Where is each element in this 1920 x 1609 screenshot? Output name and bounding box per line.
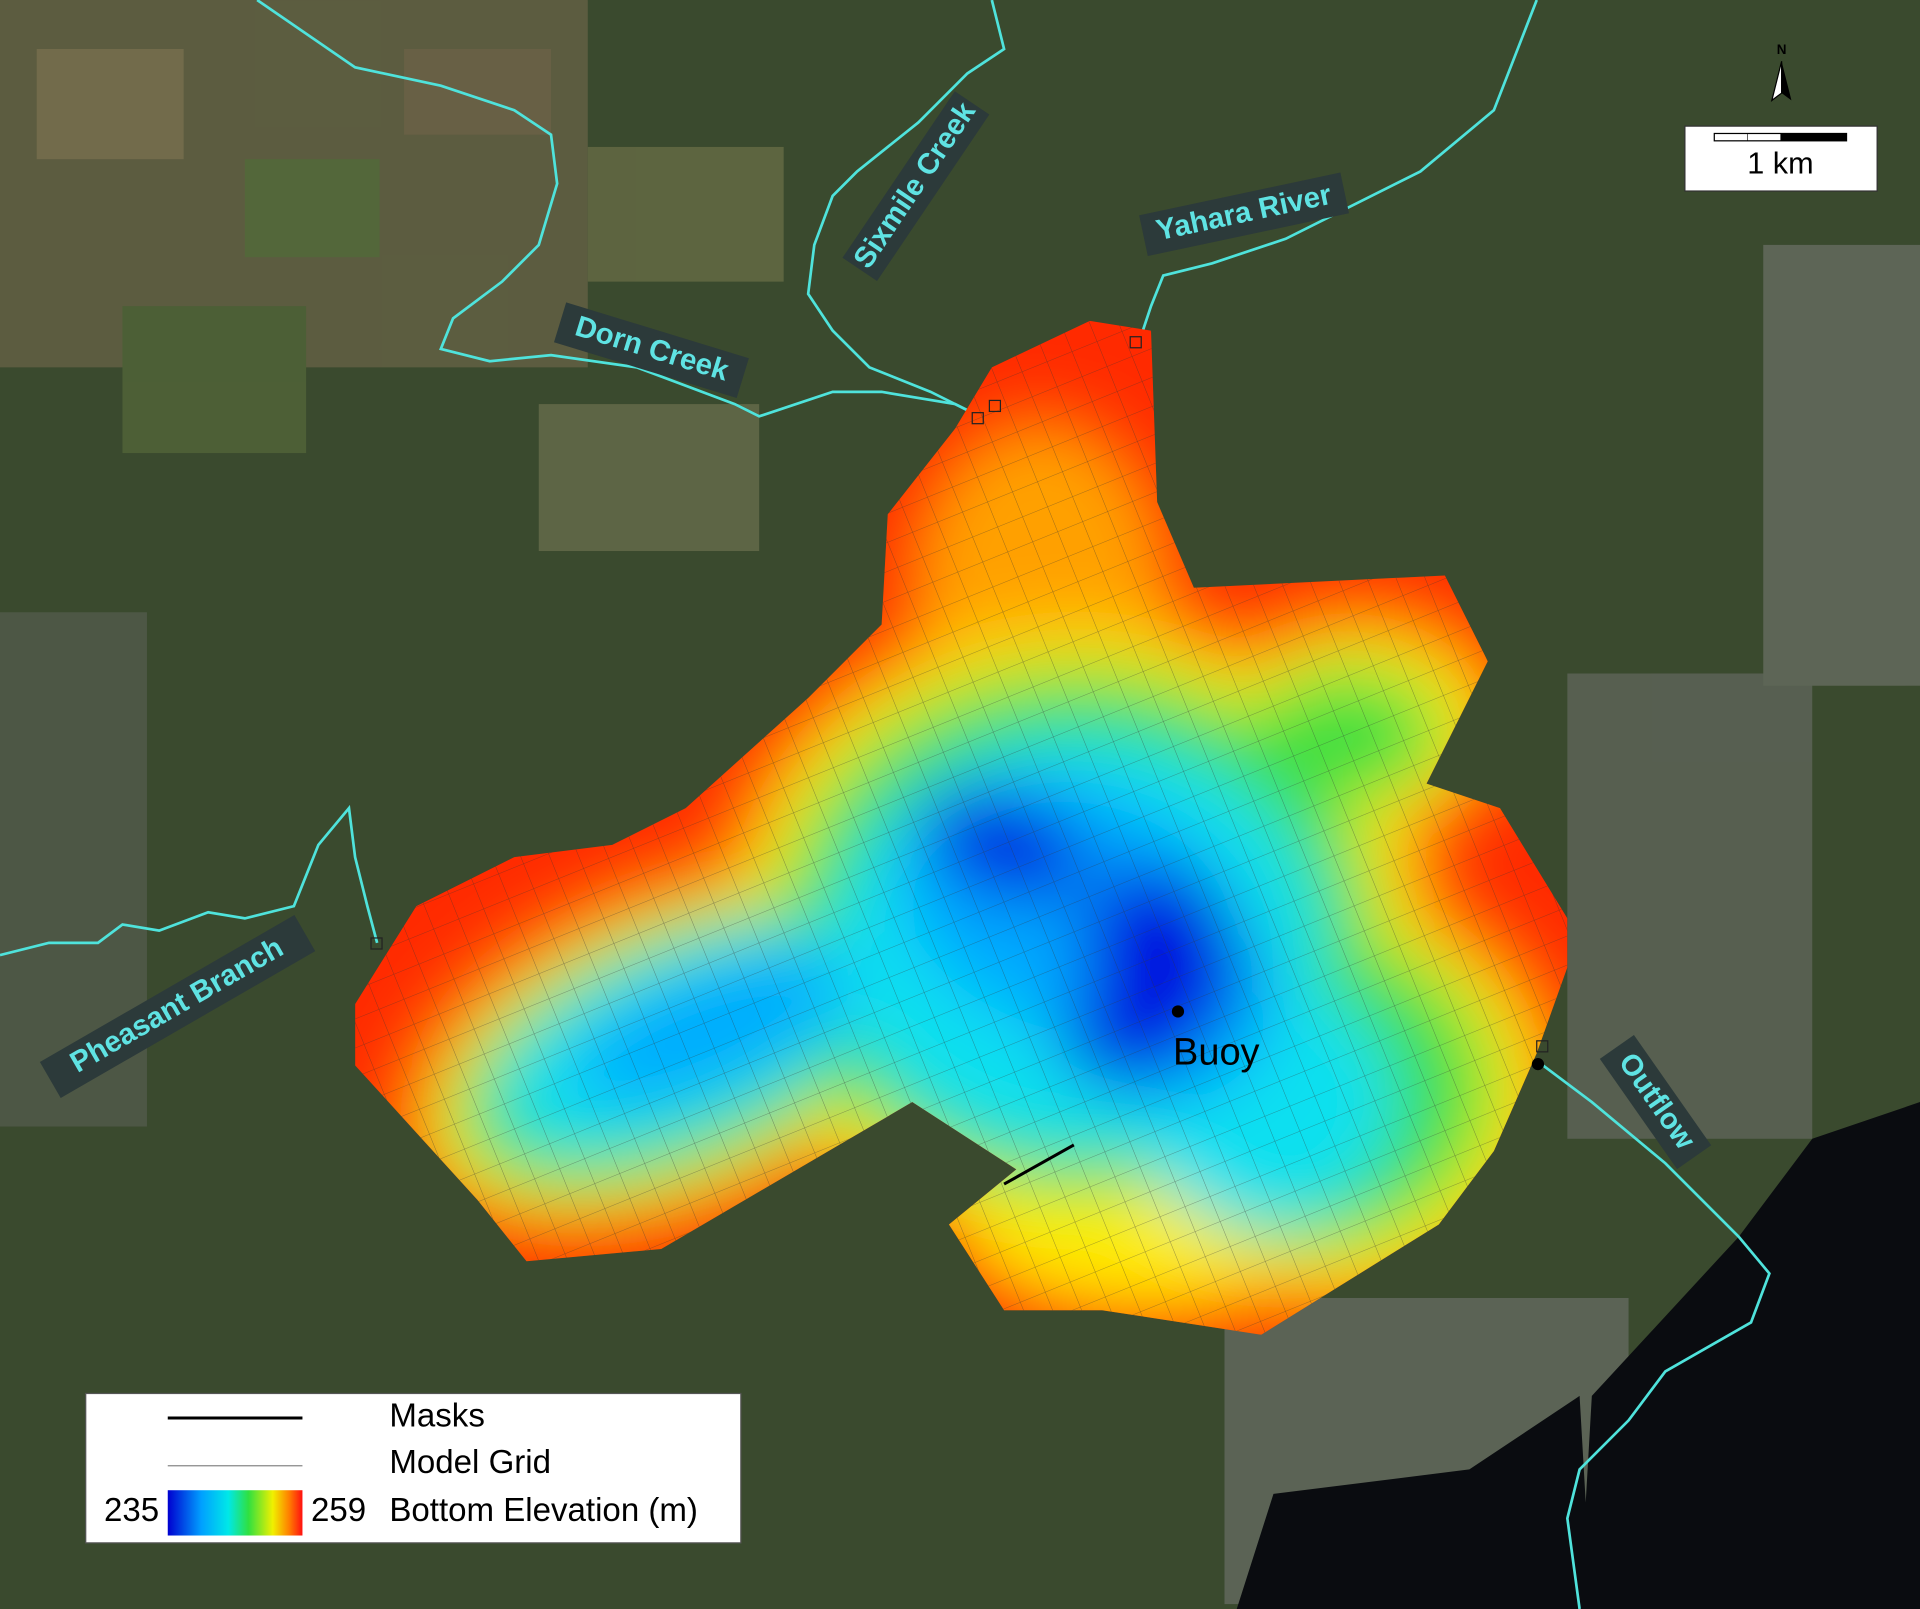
mask [1003,1143,1075,1186]
legend-label: Bottom Elevation (m) [389,1492,698,1529]
buoy-label: Buoy [1173,1031,1260,1073]
buoy-marker [1171,1005,1185,1018]
rivers [0,0,1771,1609]
legend-label: Masks [389,1398,484,1435]
north-label: N [1777,42,1787,57]
colorbar [167,1490,303,1536]
scale-label: 1 km [1747,146,1813,180]
colorbar-min: 235 [104,1492,159,1529]
scale-bar: 1 km [1684,125,1878,192]
legend: Masks Model Grid 235 259 Bottom Elevatio… [85,1392,742,1544]
colorbar-max: 259 [311,1492,366,1529]
fields [0,0,784,552]
legend-label: Model Grid [389,1444,551,1481]
outflow-marker [1531,1057,1545,1071]
inflow-markers [370,336,1549,1053]
lake-monona [1236,1102,1920,1609]
